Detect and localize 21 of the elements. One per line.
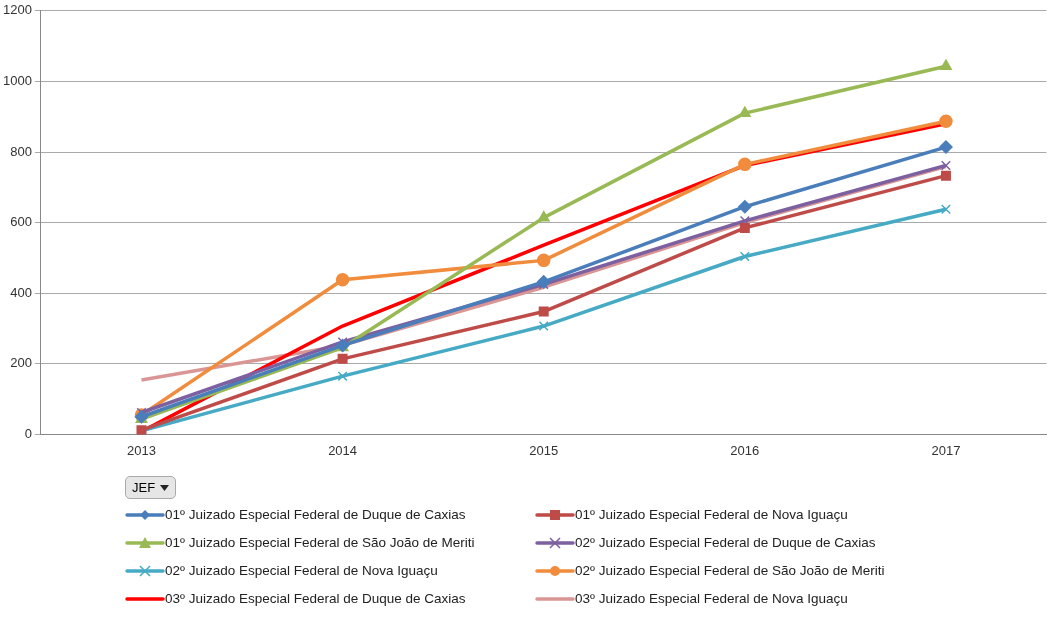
legend-label: 02º Juizado Especial Federal de São João de Meriti bbox=[575, 563, 885, 578]
x-tick-label: 2016 bbox=[730, 442, 760, 458]
x-tick-label: 2013 bbox=[127, 442, 156, 458]
legend-label: 03º Juizado Especial Federal de Duque de Caxias bbox=[165, 591, 466, 606]
legend-label: 03º Juizado Especial Federal de Nova Iguaçu bbox=[575, 591, 848, 606]
x-tick-label: 2015 bbox=[529, 442, 559, 458]
y-tick-label: 1000 bbox=[3, 72, 32, 88]
y-tick-label: 1200 bbox=[3, 2, 32, 18]
legend-label: 01º Juizado Especial Federal de Nova Iguaçu bbox=[575, 507, 848, 522]
legend-label: 01º Juizado Especial Federal de São João de Meriti bbox=[165, 535, 475, 550]
x-tick-label: 2014 bbox=[328, 442, 358, 458]
y-tick-label: 400 bbox=[10, 284, 32, 300]
y-tick-label: 200 bbox=[10, 355, 32, 371]
x-tick-label: 2017 bbox=[931, 442, 961, 458]
legend-title: JEF bbox=[132, 480, 156, 495]
y-tick-label: 800 bbox=[10, 143, 32, 159]
legend-label: 02º Juizado Especial Federal de Nova Iguaçu bbox=[165, 563, 438, 578]
legend-label: 01º Juizado Especial Federal de Duque de Caxias bbox=[165, 507, 466, 522]
y-tick-label: 0 bbox=[24, 425, 32, 441]
legend-label: 02º Juizado Especial Federal de Duque de Caxias bbox=[575, 535, 876, 550]
y-tick-label: 600 bbox=[10, 214, 32, 230]
